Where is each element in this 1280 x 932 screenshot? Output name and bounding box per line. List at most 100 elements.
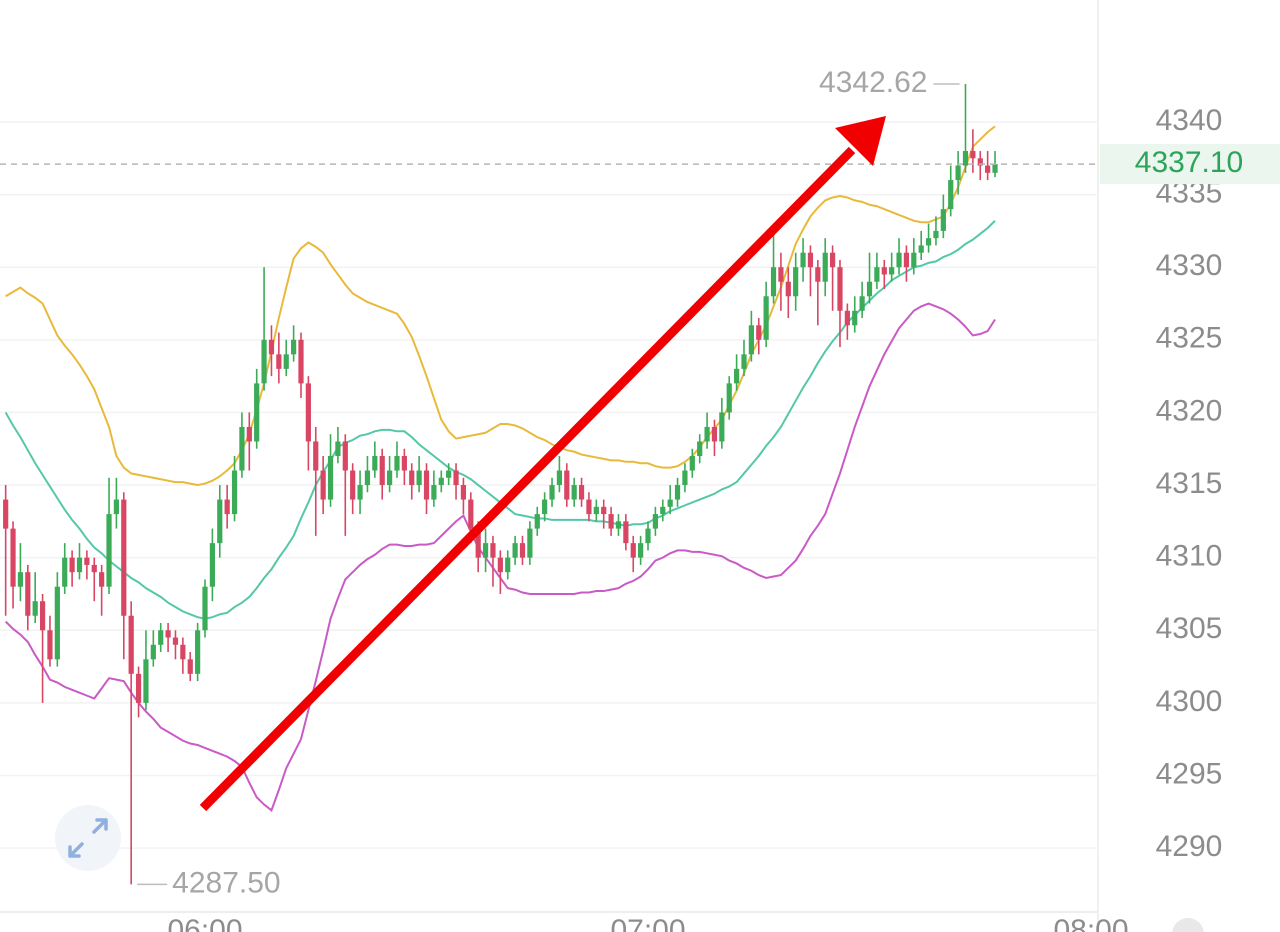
candle-body bbox=[556, 470, 563, 486]
candle-body bbox=[217, 499, 223, 544]
annotations: 4342.62 4287.50 bbox=[0, 66, 1098, 899]
candle-body bbox=[135, 673, 142, 703]
candle-body bbox=[682, 470, 688, 486]
candles bbox=[3, 83, 998, 885]
candle-body bbox=[113, 499, 120, 515]
candle-body bbox=[394, 456, 400, 471]
candle-body bbox=[785, 281, 791, 297]
candle-body bbox=[689, 456, 695, 471]
candle-body bbox=[25, 572, 31, 616]
candle-body bbox=[187, 659, 193, 674]
last-price-box bbox=[1100, 144, 1280, 185]
trend-arrow bbox=[199, 116, 886, 812]
expand-icon[interactable] bbox=[68, 818, 108, 858]
candle-body bbox=[17, 572, 24, 587]
candle-body bbox=[143, 659, 149, 703]
y-tick-label: 4305 bbox=[1156, 612, 1223, 645]
candle-body bbox=[254, 383, 260, 442]
candle-body bbox=[822, 252, 828, 282]
candle-body bbox=[667, 499, 673, 507]
candle-body bbox=[527, 528, 533, 558]
y-tick-label: 4290 bbox=[1156, 830, 1223, 863]
candle-body bbox=[165, 630, 171, 638]
candle-body bbox=[955, 165, 961, 181]
candle-body bbox=[276, 354, 282, 369]
candle-body bbox=[711, 426, 718, 442]
y-axis: 4290429543004305431043154320432543304335… bbox=[167, 104, 1280, 932]
candle-body bbox=[150, 644, 156, 660]
candle-body bbox=[482, 543, 489, 558]
candle-body bbox=[453, 470, 459, 486]
candle-body bbox=[490, 543, 496, 558]
candle-body bbox=[933, 230, 939, 239]
candle-body bbox=[475, 528, 481, 558]
candle-body bbox=[660, 506, 666, 515]
last-price-label: 4337.10 bbox=[1135, 146, 1243, 179]
y-tick-label: 4340 bbox=[1156, 104, 1223, 137]
candle-body bbox=[734, 368, 740, 384]
candle-body bbox=[497, 557, 503, 573]
candle-body bbox=[911, 252, 917, 268]
candle-body bbox=[571, 485, 577, 500]
candle-body bbox=[372, 456, 378, 471]
candle-body bbox=[866, 281, 873, 297]
candle-body bbox=[645, 528, 651, 544]
candle-body bbox=[62, 557, 68, 587]
arrow-shaft bbox=[199, 146, 856, 812]
expand-button-bg[interactable] bbox=[55, 805, 121, 871]
candle-body bbox=[291, 339, 297, 355]
candle-body bbox=[3, 499, 9, 529]
candle-body bbox=[379, 456, 385, 486]
candle-body bbox=[630, 543, 636, 558]
candle-body bbox=[837, 267, 843, 311]
candle-body bbox=[268, 339, 275, 355]
candle-body bbox=[335, 441, 341, 456]
candle-body bbox=[99, 572, 105, 587]
candle-body bbox=[505, 557, 511, 573]
candle-body bbox=[195, 630, 201, 674]
menu-button[interactable] bbox=[1172, 918, 1204, 932]
candle-body bbox=[638, 543, 644, 558]
expand-button[interactable] bbox=[55, 805, 121, 871]
candle-body bbox=[172, 637, 179, 645]
candle-body bbox=[91, 564, 97, 573]
candle-body bbox=[468, 499, 474, 529]
high-label: 4342.62 bbox=[819, 66, 927, 99]
candle-body bbox=[327, 456, 334, 500]
candle-body bbox=[409, 470, 415, 486]
candle-body bbox=[542, 499, 548, 515]
candle-body bbox=[962, 151, 969, 166]
candle-body bbox=[896, 252, 902, 268]
candle-body bbox=[239, 426, 245, 471]
y-tick-label: 4295 bbox=[1156, 757, 1223, 790]
candle-body bbox=[770, 267, 777, 297]
candle-body bbox=[128, 615, 134, 674]
candle-body bbox=[386, 470, 393, 486]
candle-body bbox=[512, 543, 518, 558]
candle-body bbox=[800, 252, 806, 268]
candle-body bbox=[364, 470, 371, 486]
arrow-head bbox=[835, 116, 886, 166]
candle-body bbox=[313, 441, 319, 471]
candle-body bbox=[992, 164, 998, 173]
candle-body bbox=[438, 477, 444, 486]
candle-body bbox=[180, 644, 186, 660]
candle-body bbox=[763, 296, 769, 340]
candle-body bbox=[564, 470, 570, 500]
candle-body bbox=[948, 180, 954, 210]
candle-body bbox=[815, 267, 821, 282]
candle-body bbox=[357, 485, 363, 500]
y-tick-label: 4320 bbox=[1156, 394, 1223, 427]
candle-body bbox=[416, 470, 422, 486]
candle-body bbox=[977, 158, 983, 166]
candle-body bbox=[829, 252, 836, 268]
candle-body bbox=[852, 310, 858, 326]
candle-body bbox=[32, 601, 38, 616]
candle-body bbox=[202, 586, 208, 631]
candle-body bbox=[246, 426, 252, 442]
candle-body bbox=[756, 325, 762, 340]
candle-body bbox=[320, 470, 326, 500]
candle-body bbox=[209, 543, 215, 587]
low-label: 4287.50 bbox=[172, 866, 280, 899]
candle-body bbox=[460, 485, 467, 500]
